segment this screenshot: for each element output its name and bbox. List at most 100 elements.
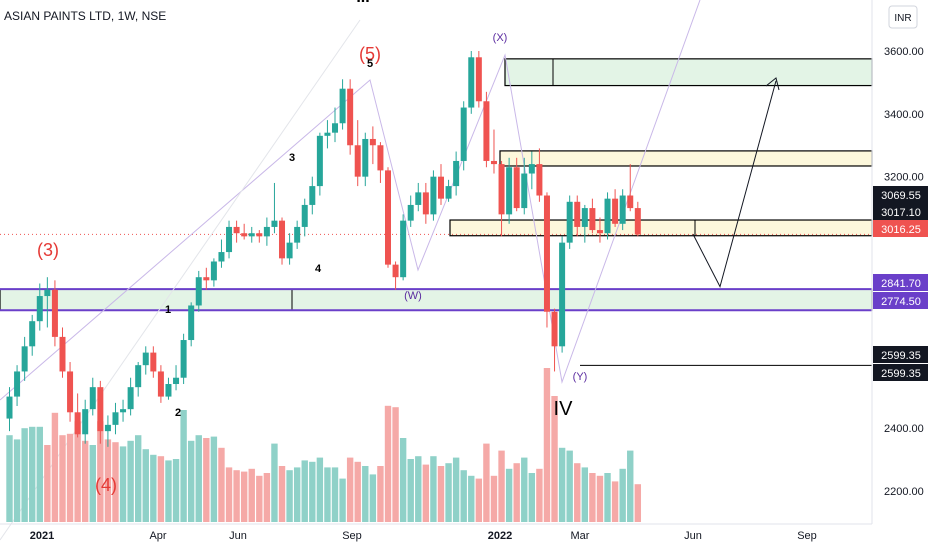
candle-body bbox=[581, 208, 588, 227]
candle-body bbox=[67, 371, 74, 413]
volume-bar bbox=[339, 478, 346, 522]
candle-body bbox=[574, 201, 581, 227]
candle-body bbox=[294, 226, 301, 243]
volume-bar bbox=[392, 407, 399, 522]
price-tag-label: 3017.10 bbox=[881, 207, 921, 219]
volume-bar bbox=[528, 473, 536, 522]
wave-label: (4) bbox=[95, 475, 117, 495]
wave-label: IV bbox=[554, 398, 574, 420]
volume-bar bbox=[203, 438, 210, 522]
volume-bars bbox=[6, 368, 642, 522]
candle-body bbox=[248, 233, 255, 237]
volume-bar bbox=[483, 443, 490, 522]
volume-bar bbox=[293, 467, 301, 522]
volume-bar bbox=[134, 435, 142, 522]
candle-body bbox=[468, 57, 475, 108]
candle-body bbox=[135, 365, 142, 388]
candle-body bbox=[324, 132, 331, 136]
candle-body bbox=[475, 57, 482, 102]
candle-body bbox=[82, 409, 89, 435]
volume-bar bbox=[551, 396, 558, 522]
candle-body bbox=[490, 160, 497, 165]
candle-body bbox=[415, 192, 422, 205]
zone-green bbox=[0, 288, 873, 311]
candle-body bbox=[589, 208, 596, 231]
volume-bar bbox=[104, 439, 112, 522]
volume-bar bbox=[596, 475, 604, 522]
volume-bar bbox=[59, 435, 66, 522]
candle-body bbox=[241, 233, 248, 237]
wave-path bbox=[0, 0, 701, 401]
candle-body bbox=[316, 135, 323, 187]
zone-yellow bbox=[499, 150, 873, 167]
wave-label: (Y) bbox=[573, 371, 588, 383]
volume-bar bbox=[172, 459, 180, 522]
candle-body bbox=[180, 340, 187, 378]
price-tick: 3400.00 bbox=[884, 109, 924, 121]
volume-bar bbox=[142, 449, 149, 522]
volume-bar bbox=[301, 460, 308, 522]
candle-body bbox=[301, 204, 308, 227]
candle-body bbox=[120, 409, 127, 413]
price-tag bbox=[873, 292, 928, 309]
volume-bar bbox=[180, 410, 187, 522]
volume-bar bbox=[407, 459, 414, 522]
candle-body bbox=[210, 261, 217, 281]
volume-bar bbox=[331, 467, 339, 522]
time-tick: Jun bbox=[229, 530, 247, 542]
price-tick: 3200.00 bbox=[884, 172, 924, 184]
price-axis[interactable]: 3600.00 3400.00 3200.00 2400.00 2200.00 bbox=[884, 46, 924, 498]
volume-bar bbox=[240, 471, 248, 522]
volume-bar bbox=[112, 442, 119, 522]
time-tick: Sep bbox=[797, 530, 817, 542]
candle-body bbox=[634, 208, 641, 235]
candle-body bbox=[551, 311, 558, 347]
volume-bar bbox=[150, 454, 157, 522]
wave-label: 3 bbox=[289, 152, 295, 164]
volume-bar bbox=[127, 440, 134, 522]
volume-bar bbox=[82, 440, 89, 522]
candle-body bbox=[89, 387, 96, 410]
price-tag-label: 3069.55 bbox=[881, 190, 921, 202]
candle-body bbox=[256, 233, 263, 237]
volume-bar bbox=[460, 470, 467, 522]
candle-body bbox=[142, 352, 149, 366]
time-axis[interactable]: 2021 Apr Jun Sep 2022 Mar Jun Sep bbox=[30, 530, 817, 542]
time-tick: 2022 bbox=[488, 530, 512, 542]
volume-bar bbox=[574, 463, 581, 522]
volume-bar bbox=[157, 456, 165, 522]
time-tick: Sep bbox=[342, 530, 362, 542]
volume-bar bbox=[437, 466, 445, 522]
wave-label: (3) bbox=[37, 240, 59, 260]
candle-body bbox=[543, 195, 550, 312]
candle-body bbox=[263, 226, 270, 237]
candle-body bbox=[445, 186, 452, 199]
volume-bar bbox=[581, 467, 589, 522]
volume-bar bbox=[558, 447, 566, 522]
candle-body bbox=[97, 387, 104, 432]
candle-body bbox=[437, 176, 444, 199]
zones-layer bbox=[0, 58, 873, 366]
candle-body bbox=[339, 88, 346, 124]
wave-label: (5) bbox=[359, 44, 381, 64]
candle-body bbox=[14, 371, 21, 397]
volume-bar bbox=[384, 405, 392, 522]
volume-bar bbox=[604, 473, 611, 522]
volume-bar bbox=[589, 473, 596, 522]
candle-body bbox=[226, 226, 233, 253]
currency-button[interactable] bbox=[888, 5, 918, 29]
candle-body bbox=[604, 198, 611, 234]
volume-bar bbox=[634, 484, 642, 522]
candle-body bbox=[104, 424, 111, 432]
volume-bar bbox=[354, 461, 361, 522]
candle-body bbox=[332, 123, 339, 133]
candle-body bbox=[528, 164, 535, 174]
chart-title: ASIAN PAINTS LTD, 1W, NSE bbox=[4, 9, 166, 23]
price-tick: 2400.00 bbox=[884, 423, 924, 435]
price-tag bbox=[873, 220, 928, 237]
wave-label: 5 bbox=[367, 58, 373, 70]
candle-body bbox=[157, 371, 164, 397]
price-tags: 3069.55 3017.10 3016.25 2841.70 2774.50 2599.… bbox=[873, 186, 928, 381]
